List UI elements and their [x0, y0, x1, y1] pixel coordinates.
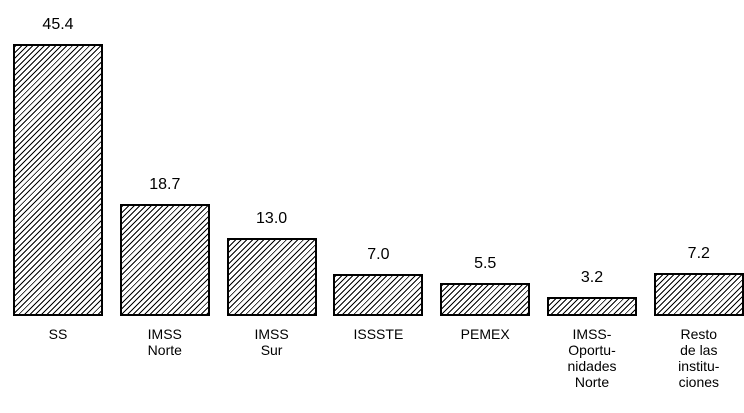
value-label: 5.5 — [474, 255, 497, 273]
bar — [119, 203, 210, 316]
category-label: IMSS Sur — [254, 326, 289, 358]
bar — [547, 296, 637, 316]
value-label: 7.0 — [367, 246, 390, 264]
category-label: IMSS Norte — [147, 326, 182, 358]
category-label: Resto de las institu- ciones — [678, 326, 720, 390]
value-label: 3.2 — [580, 268, 604, 286]
bar — [333, 274, 424, 316]
value-label: 13.0 — [256, 210, 288, 228]
value-label: 7.2 — [687, 244, 710, 262]
bar — [653, 272, 744, 316]
category-label: SS — [48, 326, 68, 342]
bar — [226, 238, 317, 316]
category-label: IMSS- Oportu- nidades Norte — [567, 326, 617, 390]
bar — [440, 283, 531, 316]
category-label: ISSSTE — [353, 326, 404, 342]
category-label: PEMEX — [460, 326, 510, 342]
bar — [13, 44, 103, 316]
value-label: 18.7 — [149, 175, 181, 193]
value-label: 45.4 — [42, 16, 74, 33]
